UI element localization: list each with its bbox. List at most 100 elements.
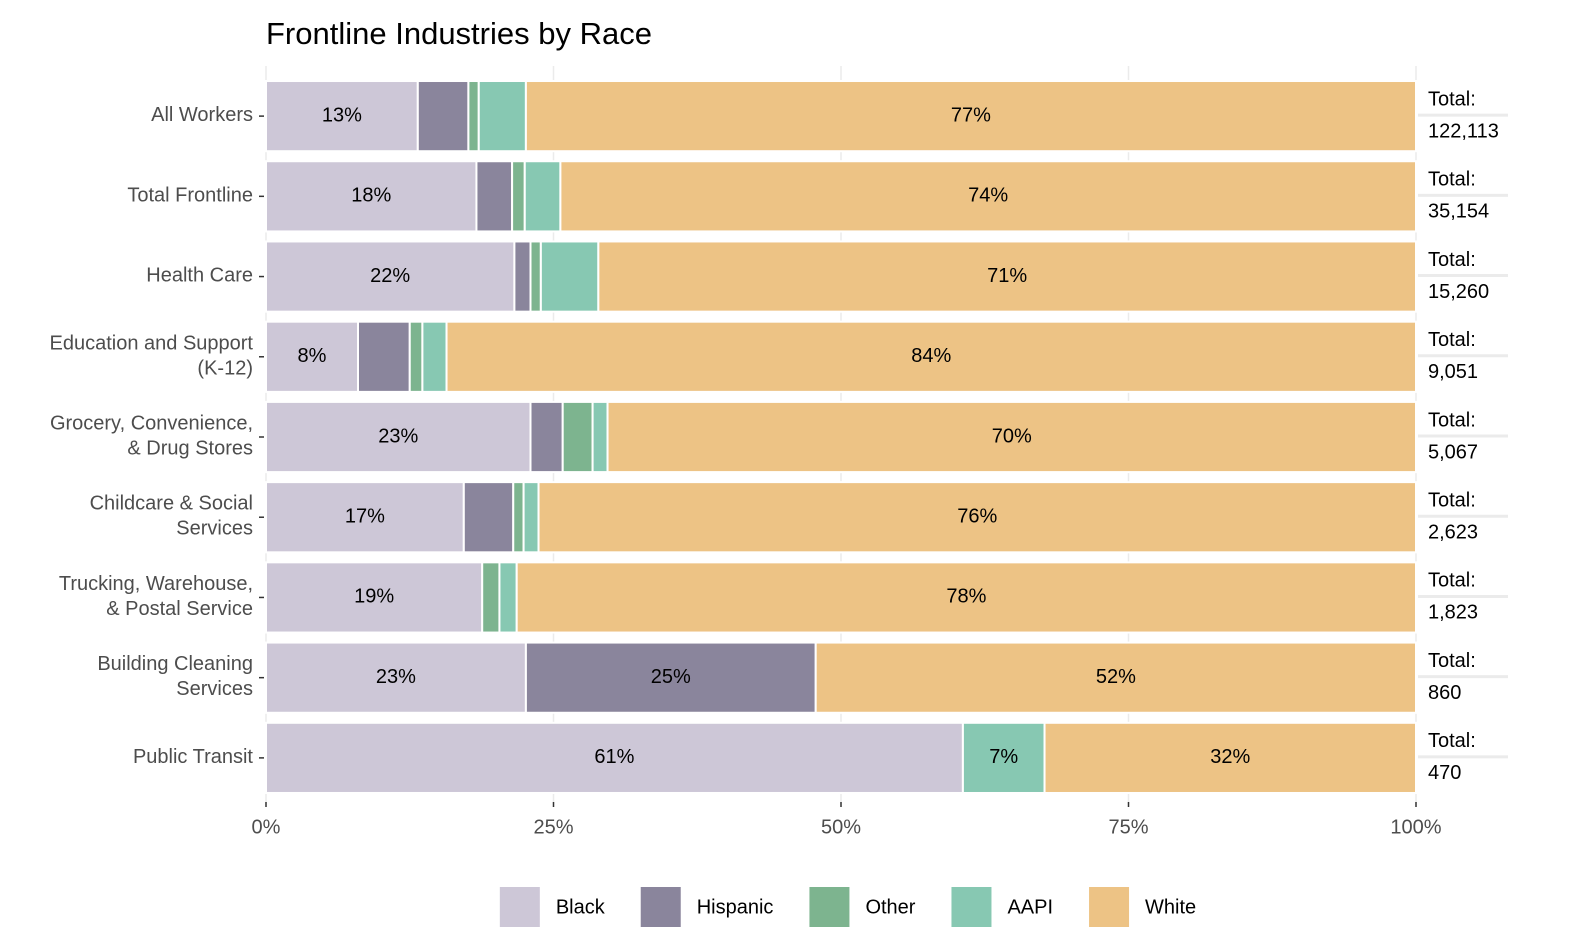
- total-label: Total:: [1428, 329, 1476, 351]
- value-label: 70%: [992, 425, 1032, 447]
- value-label: 13%: [322, 104, 362, 126]
- bar-segment: [265, 160, 478, 233]
- bar-segment: [265, 481, 465, 554]
- legend-item: AAPI: [951, 887, 1053, 927]
- value-label: 18%: [351, 185, 391, 207]
- bar-segment: [445, 320, 1417, 393]
- category-label: Building Cleaning Services: [97, 653, 253, 700]
- bar-segment: [523, 160, 562, 233]
- value-label: 23%: [378, 425, 418, 447]
- bar-segment: [529, 240, 542, 313]
- total-value: 470: [1428, 762, 1461, 784]
- total-label: Total:: [1428, 169, 1476, 191]
- x-tick-label: 50%: [821, 816, 861, 838]
- bar-segment: [1043, 721, 1418, 794]
- legend-label: Black: [556, 896, 606, 918]
- legend-label: Other: [865, 896, 915, 918]
- bar-segment: [522, 481, 540, 554]
- legend-item: Other: [809, 887, 916, 927]
- total-value: 5,067: [1428, 441, 1478, 463]
- value-label: 8%: [298, 345, 327, 367]
- total-label: Total:: [1428, 88, 1476, 110]
- legend-label: Hispanic: [697, 896, 774, 918]
- value-label: 32%: [1210, 746, 1250, 768]
- total-value: 2,623: [1428, 522, 1478, 544]
- category-label: Childcare & Social Services: [90, 493, 253, 540]
- bar-segment: [512, 481, 525, 554]
- legend-swatch: [1089, 887, 1130, 927]
- bar-segment: [606, 400, 1417, 474]
- legend-label: AAPI: [1007, 896, 1053, 918]
- bar-segment: [265, 80, 419, 153]
- category-label: Grocery, Convenience, & Drug Stores: [50, 413, 253, 460]
- legend-swatch: [951, 887, 992, 927]
- value-label: 84%: [911, 345, 951, 367]
- total-label: Total:: [1428, 409, 1476, 431]
- bar-segment: [559, 160, 1417, 233]
- category-label: Health Care: [146, 265, 253, 287]
- bar-segment: [357, 320, 411, 393]
- chart-title: Frontline Industries by Race: [266, 16, 652, 51]
- value-label: 22%: [370, 265, 410, 287]
- total-label: Total:: [1428, 730, 1476, 752]
- category-label: Total Frontline: [127, 185, 253, 207]
- value-label: 76%: [957, 506, 997, 528]
- bar-segment: [513, 240, 532, 313]
- bar-segment: [462, 481, 515, 554]
- bar-segment: [475, 160, 514, 233]
- total-value: 860: [1428, 682, 1461, 704]
- bar-segment: [265, 240, 516, 313]
- bar-segment: [597, 240, 1417, 313]
- value-label: 52%: [1096, 666, 1136, 688]
- bar-segment: [537, 481, 1417, 554]
- legend-swatch: [809, 887, 850, 927]
- total-label: Total:: [1428, 249, 1476, 271]
- category-label: Trucking, Warehouse, & Postal Service: [59, 573, 253, 620]
- legend-item: White: [1089, 887, 1196, 927]
- total-label: Total:: [1428, 490, 1476, 512]
- bar-segment: [265, 721, 964, 794]
- value-label: 61%: [594, 746, 634, 768]
- value-label: 19%: [354, 586, 394, 608]
- value-label: 78%: [946, 586, 986, 608]
- total-value: 122,113: [1428, 120, 1499, 142]
- bar-segment: [265, 320, 359, 393]
- x-tick-label: 75%: [1108, 816, 1148, 838]
- total-value: 9,051: [1428, 361, 1478, 383]
- x-tick-label: 0%: [252, 816, 281, 838]
- total-label: Total:: [1428, 570, 1476, 592]
- category-label: All Workers: [151, 104, 253, 126]
- value-label: 77%: [951, 104, 991, 126]
- bar-segment: [515, 561, 1417, 634]
- bar-segment: [511, 160, 526, 233]
- value-label: 17%: [345, 506, 385, 528]
- value-label: 25%: [651, 666, 691, 688]
- value-label: 71%: [987, 265, 1027, 287]
- bar-segment: [539, 240, 600, 313]
- legend-item: Hispanic: [640, 887, 774, 927]
- legend-label: White: [1145, 896, 1196, 918]
- bar-segment: [421, 320, 448, 393]
- bar-segment: [477, 80, 527, 153]
- x-tick-label: 100%: [1390, 816, 1441, 838]
- bar-segment: [416, 80, 470, 153]
- bar-segment: [408, 320, 424, 393]
- x-tick-label: 25%: [533, 816, 573, 838]
- total-value: 1,823: [1428, 602, 1478, 624]
- bar-segment: [591, 400, 609, 474]
- value-label: 23%: [376, 666, 416, 688]
- legend-item: Black: [499, 887, 606, 927]
- bar-segment: [529, 400, 564, 474]
- total-label: Total:: [1428, 650, 1476, 672]
- value-label: 7%: [989, 746, 1018, 768]
- bar-segment: [467, 80, 480, 153]
- bar-segment: [265, 641, 527, 714]
- bar-segment: [481, 561, 501, 634]
- bar-segment: [814, 641, 1417, 714]
- total-value: 15,260: [1428, 281, 1489, 303]
- value-label: 74%: [968, 185, 1008, 207]
- total-value: 35,154: [1428, 201, 1489, 223]
- legend-swatch: [640, 887, 681, 927]
- bar-segment: [561, 400, 594, 474]
